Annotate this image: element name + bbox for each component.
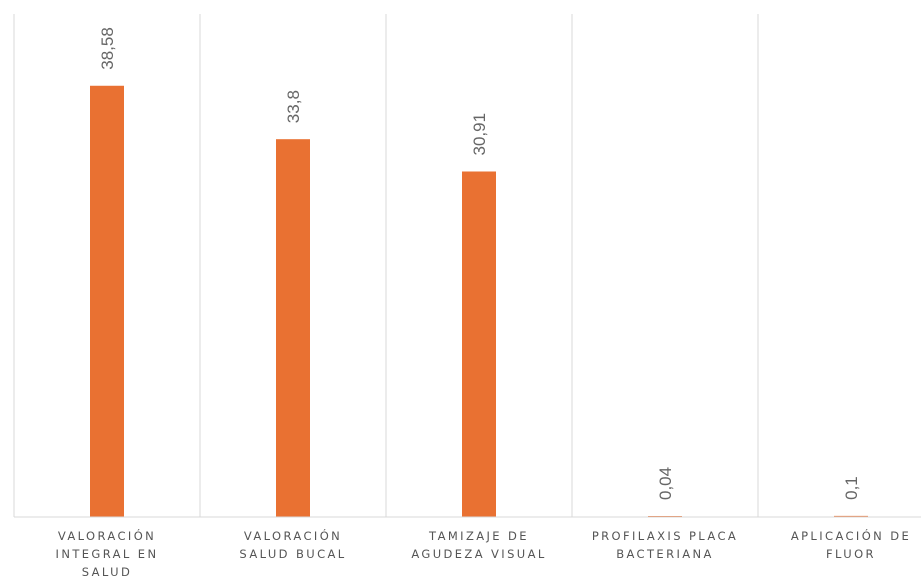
category-label: APLICACIÓN DE FLUOR — [791, 528, 911, 561]
category-label-line: APLICACIÓN DE — [791, 528, 911, 543]
category-label-line: BACTERIANA — [616, 547, 714, 561]
category-label: PROFILAXIS PLACA BACTERIANA — [592, 529, 738, 561]
category-label-line: SALUD — [82, 565, 133, 579]
category-label: VALORACIÓN SALUD BUCAL — [239, 528, 346, 561]
category-label-line: SALUD BUCAL — [239, 547, 346, 561]
category-label-line: INTEGRAL EN — [56, 547, 159, 561]
data-labels: 38,58 33,8 30,91 0,04 0,1 — [98, 27, 861, 500]
data-label: 0,04 — [656, 467, 675, 500]
data-label: 0,1 — [842, 476, 861, 500]
data-label: 33,8 — [284, 90, 303, 123]
bar — [462, 171, 496, 518]
category-label: TAMIZAJE DE AGUDEZA VISUAL — [411, 529, 546, 561]
bar — [834, 515, 868, 517]
data-label: 30,91 — [470, 113, 489, 156]
category-label-line: VALORACIÓN — [244, 528, 342, 543]
category-label-line: FLUOR — [826, 547, 876, 561]
bars — [90, 85, 868, 518]
category-labels: VALORACIÓN INTEGRAL EN SALUD VALORACIÓN SALU… — [56, 528, 911, 579]
bar — [90, 85, 124, 518]
category-label-line: TAMIZAJE DE — [428, 529, 529, 543]
category-label: VALORACIÓN INTEGRAL EN SALUD — [56, 528, 159, 579]
bar — [276, 139, 310, 518]
data-label: 38,58 — [98, 27, 117, 70]
category-label-line: PROFILAXIS PLACA — [592, 529, 738, 543]
category-label-line: VALORACIÓN — [58, 528, 156, 543]
gridlines — [13, 14, 759, 517]
category-label-line: AGUDEZA VISUAL — [411, 547, 546, 561]
